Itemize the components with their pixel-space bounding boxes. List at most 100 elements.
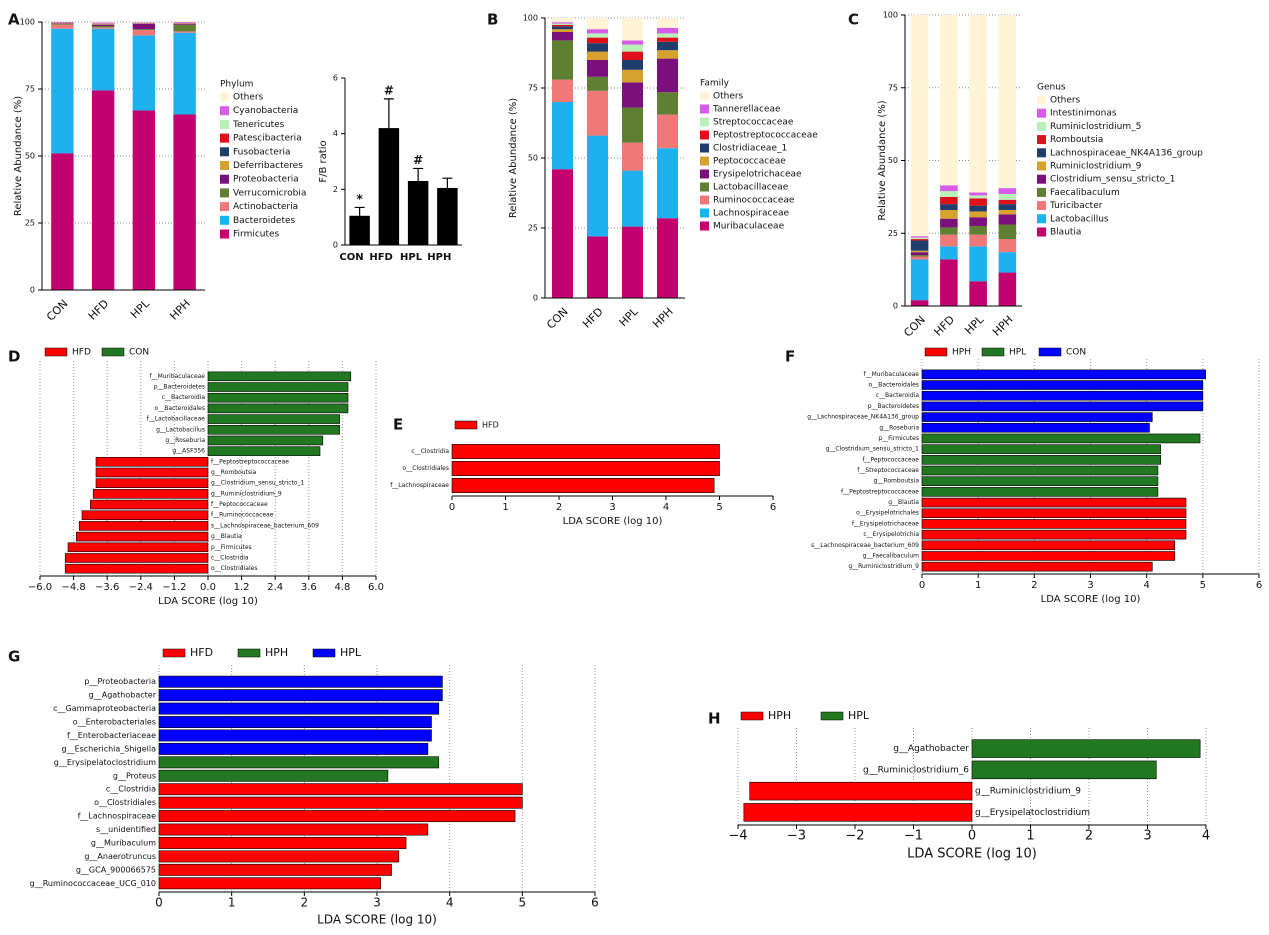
x-tick-label: 4	[1143, 580, 1149, 591]
bar-segment	[969, 198, 987, 206]
lda-bar	[921, 551, 1176, 561]
y-tick-label: 50	[888, 156, 898, 165]
y-tick-label: 2	[333, 185, 338, 194]
feature-label: p__Bacteroidetes	[868, 403, 919, 410]
feature-label: g__Erysipelatoclostridium	[54, 758, 156, 767]
bar	[378, 128, 400, 245]
bar-segment	[587, 90, 608, 136]
y-tick-label: 6	[333, 74, 338, 83]
bar-segment	[910, 256, 929, 260]
bar-segment	[998, 15, 1017, 189]
feature-label: g__Roseburia	[165, 437, 205, 444]
x-tick-label: HPL	[617, 304, 642, 329]
bar-segment	[552, 26, 573, 30]
bar-segment	[552, 29, 573, 32]
feature-label: f__Muribaculaceae	[863, 371, 919, 378]
lda-bar	[921, 401, 1204, 412]
bar-segment	[657, 37, 678, 42]
lda-bar	[207, 446, 321, 456]
legend-label: Ruminiclostridium_5	[1050, 122, 1141, 132]
bar-segment	[51, 153, 74, 290]
feature-label: g__Faecalibaculum	[863, 552, 919, 559]
bar-segment	[940, 196, 958, 205]
bar-segment	[552, 169, 573, 298]
bar-segment	[587, 51, 608, 60]
legend-label: Tenericutes	[232, 120, 285, 130]
bar-segment	[552, 23, 573, 25]
lda-bar	[207, 435, 324, 446]
x-tick-label: −3	[787, 829, 806, 844]
x-axis-label: LDA SCORE (log 10)	[563, 516, 663, 527]
legend-swatch	[44, 347, 68, 357]
legend-swatch	[1037, 95, 1046, 105]
feature-label: p__Firmicutes	[878, 435, 919, 442]
lda-bar	[921, 476, 1159, 486]
bar-segment	[657, 92, 678, 115]
feature-label: g__Romboutsia	[874, 478, 920, 485]
x-tick-label: CON	[901, 313, 928, 340]
feature-label: g__Ruminiclostridium_9	[211, 490, 282, 497]
lda-bar	[158, 716, 432, 728]
lda-bar	[921, 465, 1159, 476]
error-bar	[442, 177, 453, 188]
lda-bar	[64, 563, 209, 574]
bar-segment	[173, 23, 196, 25]
legend-swatch	[740, 711, 764, 721]
bar-segment	[969, 211, 987, 218]
lda-bar	[921, 540, 1176, 551]
legend-swatch	[700, 91, 709, 101]
feature-label: f__Peptococcaceae	[211, 501, 268, 508]
legend-swatch	[220, 92, 229, 102]
panel-letter: A	[8, 11, 20, 29]
legend-label: Ruminiclostridium_9	[1050, 162, 1142, 172]
legend-label: Lactobacillaceae	[713, 183, 789, 193]
feature-label: g__Clostridium_sensu_stricto_1	[826, 446, 920, 453]
bar-segment	[132, 110, 156, 290]
legend-swatch	[1037, 148, 1046, 158]
legend-label: HFD	[190, 646, 213, 659]
legend-swatch	[981, 347, 1005, 357]
bar-segment	[587, 76, 608, 91]
feature-label: p__Firmicutes	[211, 544, 252, 551]
lda-bar	[921, 561, 1153, 572]
x-tick-label: −2.4	[129, 582, 153, 593]
legend-swatch	[1037, 214, 1046, 224]
legend-swatch	[454, 420, 478, 430]
legend-swatch	[700, 221, 709, 231]
feature-label: g__Blautia	[211, 533, 242, 540]
lda-bar	[971, 760, 1157, 780]
lda-bar	[95, 457, 209, 467]
feature-label: f__Streptococcaceae	[857, 467, 919, 474]
y-axis-label: F/B ratio	[318, 140, 329, 182]
bar-segment	[910, 300, 929, 306]
significance-mark: #	[384, 83, 394, 97]
legend-label: Faecalibaculum	[1050, 188, 1120, 198]
feature-label: o__Bacteroidales	[869, 382, 919, 389]
bar-segment	[998, 188, 1017, 194]
bar-segment	[998, 239, 1017, 253]
feature-label: o__Erysipelotrichales	[856, 510, 919, 517]
legend-swatch	[1037, 108, 1046, 118]
bar-segment	[51, 23, 74, 24]
bar-segment	[998, 199, 1017, 205]
panel-letter: F	[785, 348, 795, 366]
bar-segment	[173, 31, 196, 33]
feature-label: o__Clostridiales	[211, 565, 257, 572]
x-tick-label: HPH	[167, 297, 193, 323]
legend-label: Romboutsia	[1050, 135, 1103, 145]
legend-label: Others	[713, 92, 744, 102]
legend-label: Firmicutes	[233, 230, 280, 240]
lda-bar	[95, 467, 209, 478]
x-tick-label: 6.0	[368, 582, 384, 593]
legend-label: Deferribacteres	[233, 161, 303, 171]
lda-bar	[451, 444, 720, 459]
bar-segment	[91, 24, 115, 25]
bar-segment	[173, 114, 196, 291]
bar-segment	[552, 79, 573, 102]
legend-swatch	[1037, 121, 1046, 131]
significance-mark: *	[356, 192, 363, 206]
bar-segment	[51, 23, 74, 25]
bar-segment	[622, 18, 643, 41]
bar-segment	[132, 35, 156, 111]
x-tick-label: 3	[609, 502, 615, 513]
